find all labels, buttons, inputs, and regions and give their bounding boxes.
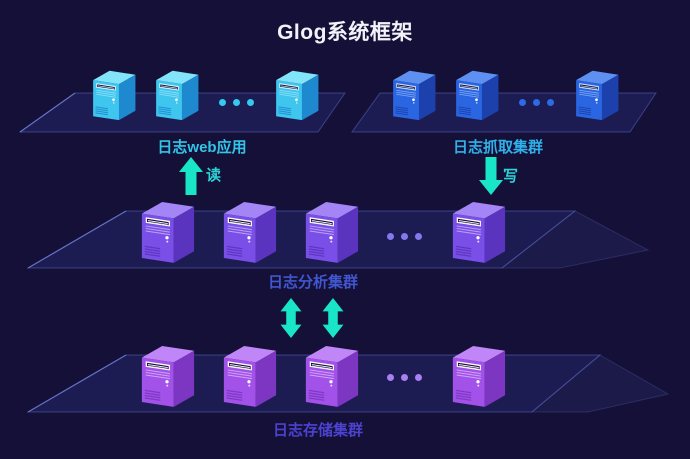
server-icon	[141, 345, 195, 407]
platform-web-edge	[19, 92, 76, 133]
ellipsis-dots	[216, 99, 257, 106]
server-icon	[452, 201, 506, 263]
server-row	[138, 340, 507, 408]
diagram-title: Glog系统框架	[277, 21, 413, 44]
platform-analysis-edge	[27, 210, 127, 269]
server-icon	[456, 70, 499, 121]
write-arrow-label: 写	[503, 168, 519, 185]
server-icon	[223, 345, 277, 407]
cluster-label-capture: 日志抓取集群	[452, 139, 544, 156]
cluster-web-app	[90, 66, 320, 121]
server-icon	[93, 70, 136, 121]
cluster-label-web: 日志web应用	[157, 139, 247, 156]
platform-storage-glow	[530, 354, 670, 413]
platform-storage-edge	[27, 354, 127, 413]
read-arrow-icon	[179, 157, 203, 195]
ellipsis-dots	[384, 374, 425, 381]
server-icon	[305, 201, 359, 263]
server-row	[90, 66, 320, 121]
server-icon	[141, 201, 195, 263]
platform-analysis-glow	[500, 210, 650, 269]
server-icon	[305, 345, 359, 407]
server-icon	[393, 70, 436, 121]
cluster-log-analysis	[138, 196, 507, 264]
server-row	[390, 66, 620, 121]
cluster-label-storage: 日志存储集群	[272, 422, 364, 439]
cluster-log-capture	[390, 66, 620, 121]
read-arrow-label: 读	[206, 167, 222, 184]
write-arrow-icon	[479, 157, 503, 195]
server-icon	[452, 345, 506, 407]
ellipsis-dots	[516, 99, 557, 106]
server-row	[138, 196, 507, 264]
server-icon	[276, 70, 319, 121]
server-icon	[156, 70, 199, 121]
cluster-label-analysis: 日志分析集群	[267, 274, 359, 291]
sync-arrow-icon	[321, 298, 345, 338]
sync-arrow-icon	[279, 298, 303, 338]
cluster-log-storage	[138, 340, 507, 408]
server-icon	[223, 201, 277, 263]
ellipsis-dots	[384, 233, 425, 240]
server-icon	[576, 70, 619, 121]
